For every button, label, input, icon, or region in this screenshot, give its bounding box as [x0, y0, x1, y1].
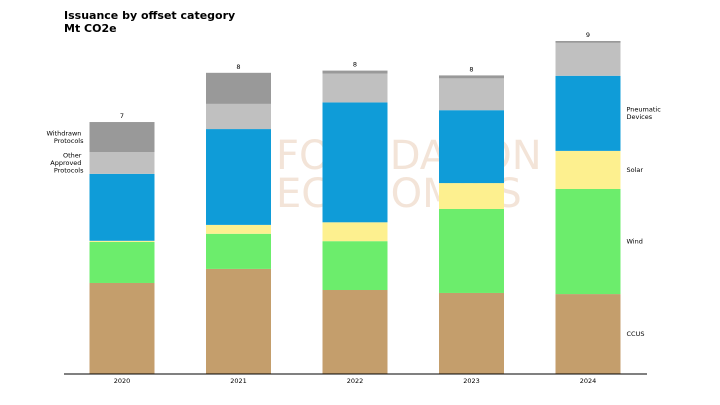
- bar-segment: [322, 290, 388, 374]
- total-label: 9: [586, 31, 590, 39]
- legend-label: Pneumatic Devices: [627, 106, 663, 122]
- legend-label: CCUS: [627, 330, 645, 338]
- bar-segment: [555, 42, 621, 76]
- legend-label: Solar: [627, 166, 644, 174]
- x-tick-label: 2023: [463, 377, 480, 385]
- bar-segment: [439, 208, 504, 293]
- bar-segment: [89, 282, 155, 374]
- bar-segment: [555, 189, 621, 295]
- bar-segment: [322, 73, 388, 103]
- x-tick-label: 2024: [580, 377, 597, 385]
- total-label: 8: [236, 63, 240, 71]
- bar-segment: [439, 75, 504, 79]
- bar-segment: [555, 294, 621, 374]
- bar-segment: [206, 224, 271, 234]
- total-label: 8: [469, 65, 473, 73]
- bar-segment: [206, 72, 271, 104]
- bar-segment: [206, 268, 271, 374]
- bar-segment: [322, 241, 388, 291]
- bar-segment: [322, 222, 388, 242]
- bar-segment: [322, 102, 388, 223]
- bar-segment: [555, 150, 621, 189]
- total-label: 7: [120, 112, 124, 120]
- x-tick-label: 2022: [347, 377, 364, 385]
- bar-segment: [206, 129, 271, 225]
- legend-label: Wind: [627, 238, 643, 246]
- bar-segment: [89, 122, 155, 152]
- bar-segment: [439, 110, 504, 184]
- total-label: 8: [353, 61, 357, 69]
- bar-segment: [555, 75, 621, 151]
- x-tick-label: 2020: [114, 377, 131, 385]
- legend-label: Withdrawn Protocols: [46, 129, 84, 145]
- bar-segment: [439, 183, 504, 209]
- bar-segment: [206, 233, 271, 269]
- bar-segment: [89, 240, 155, 242]
- bar-segment: [322, 70, 388, 74]
- chart-subtitle: Mt CO2e: [64, 22, 117, 35]
- bar-segment: [439, 78, 504, 111]
- chart-title: Issuance by offset category: [64, 9, 235, 22]
- bar-segment: [89, 152, 155, 174]
- legend-label: Other Approved Protocols: [50, 151, 84, 174]
- bar-segment: [439, 292, 504, 374]
- bar-segment: [206, 103, 271, 130]
- bar-segment: [555, 41, 621, 43]
- x-tick-label: 2021: [230, 377, 247, 385]
- bar-segment: [89, 173, 155, 241]
- bar-segment: [89, 241, 155, 283]
